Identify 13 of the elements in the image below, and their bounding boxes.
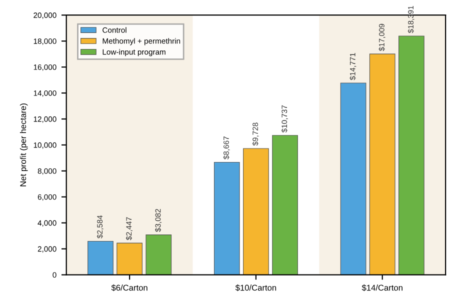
bar: [88, 240, 114, 275]
bar: [146, 234, 172, 275]
x-tick-label: $14/Carton: [362, 284, 402, 292]
bar: [272, 135, 298, 275]
bar: [398, 36, 424, 275]
x-tick-label: $10/Carton: [235, 284, 276, 292]
bar: [116, 242, 142, 275]
bar: [340, 82, 366, 275]
x-tick-label: $6/Carton: [111, 284, 148, 292]
y-axis-title: Net profit (per hectare): [20, 104, 28, 186]
bar: [369, 54, 396, 275]
bar: [243, 148, 269, 275]
bar: [214, 162, 240, 275]
